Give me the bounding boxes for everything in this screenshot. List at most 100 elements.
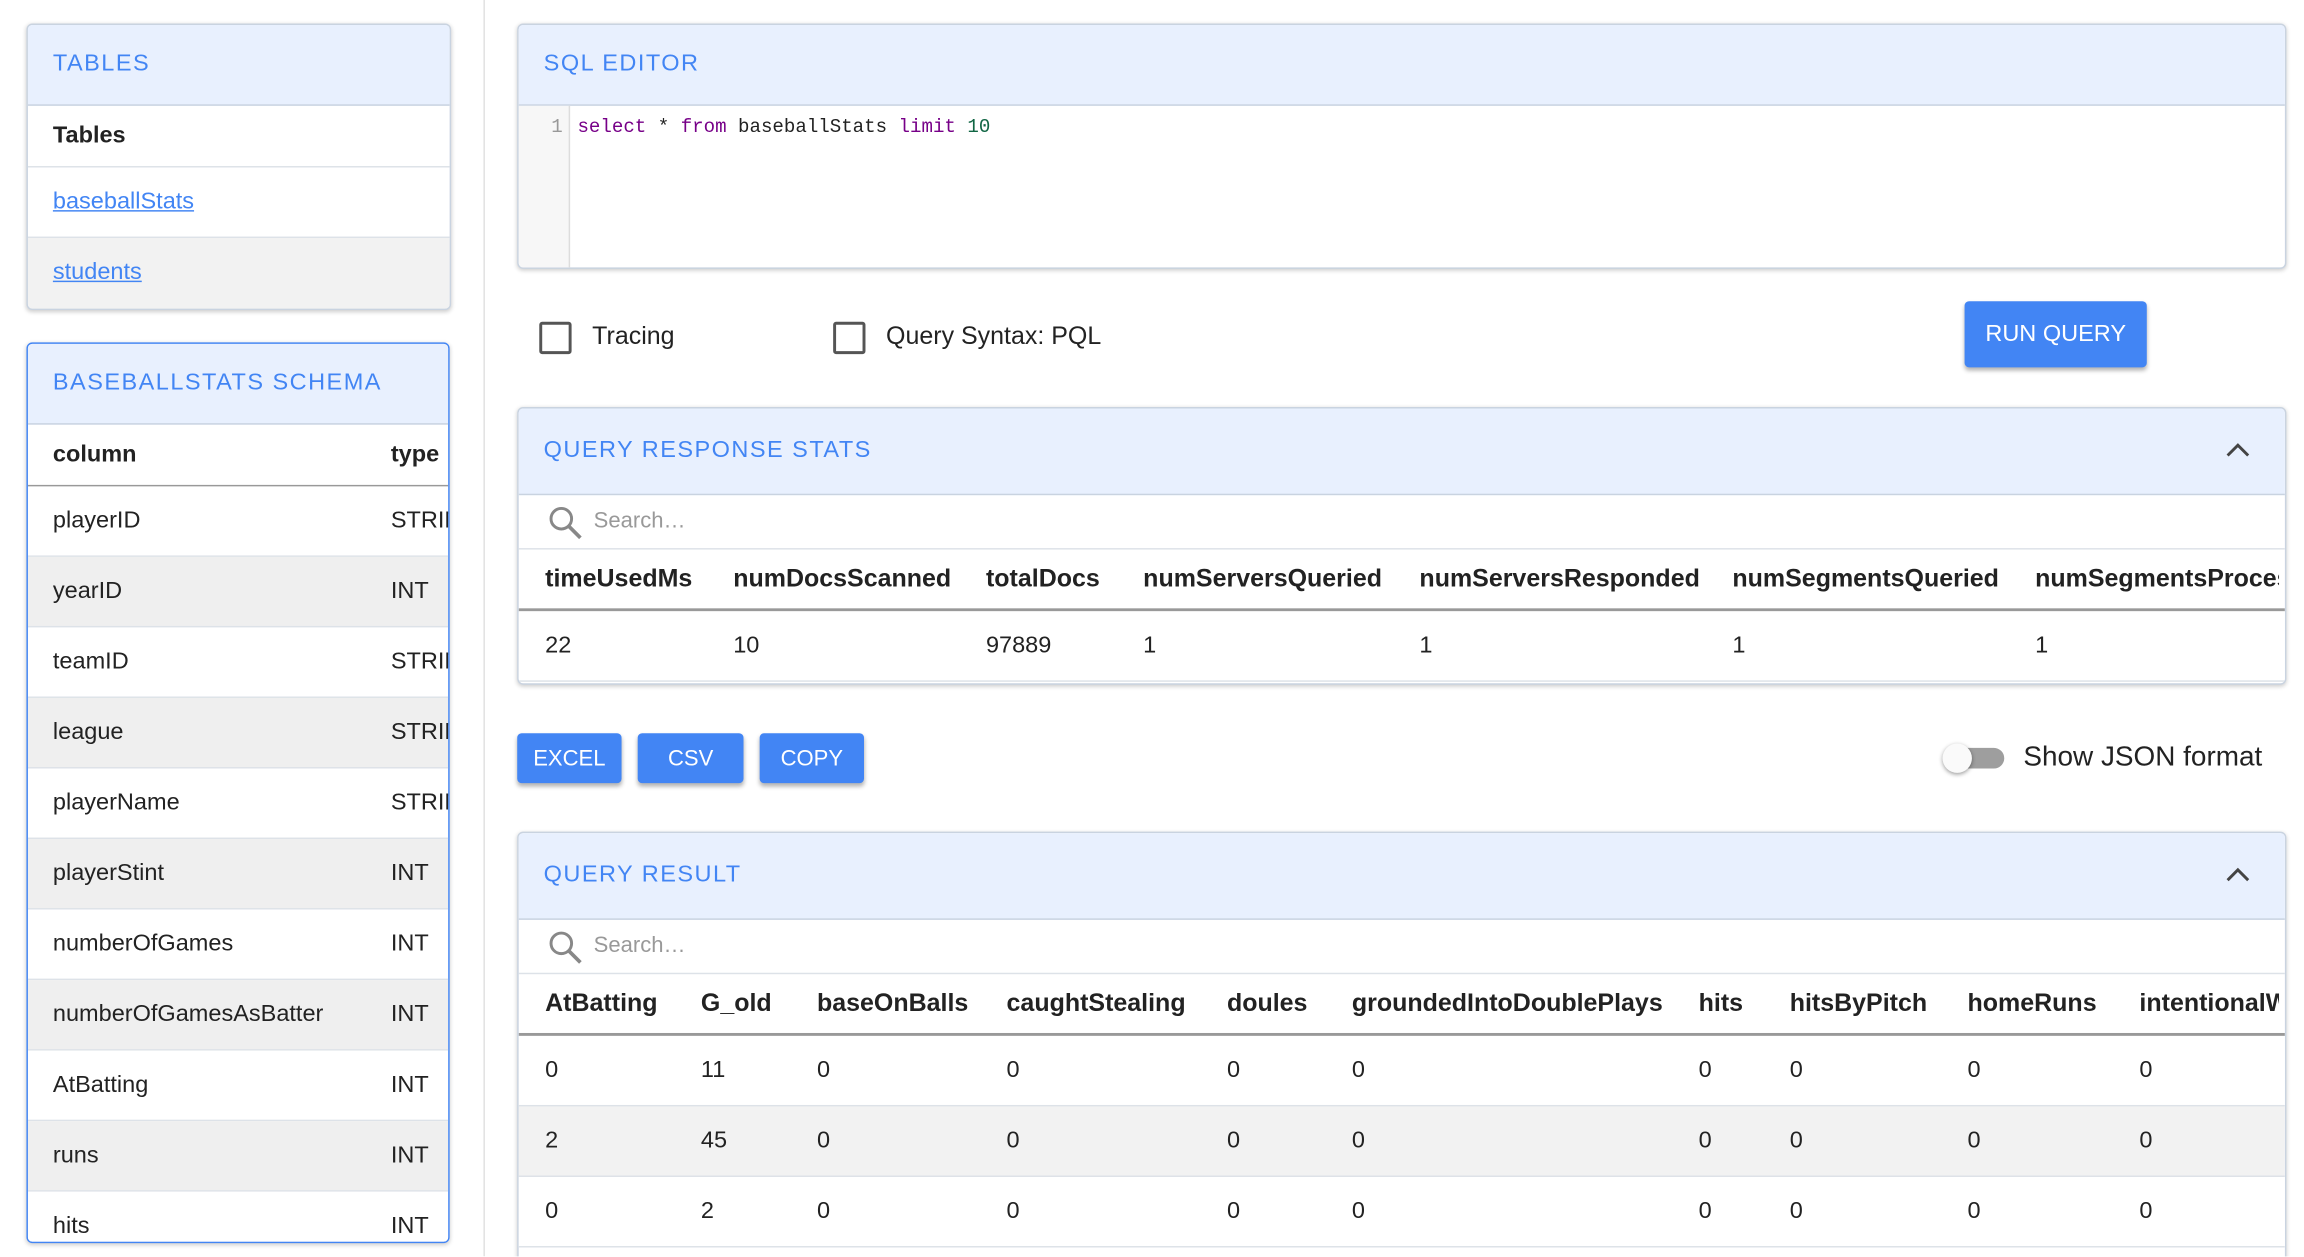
column-header: homeRuns [1967, 988, 2097, 1017]
schema-cell: league [52, 719, 124, 745]
search-placeholder: Search… [593, 933, 686, 959]
schema-cell: numberOfGames [52, 930, 234, 956]
schema-row: AtBatting INT [27, 1050, 449, 1122]
table-row: baseballStats [27, 168, 450, 239]
data-cell: 22 [545, 632, 572, 658]
export-button[interactable]: COPY [759, 733, 865, 784]
divider [483, 0, 485, 1257]
data-cell: 0 [1006, 1127, 1020, 1153]
data-cell: 0 [1698, 1198, 1712, 1224]
keyword: limit [898, 116, 956, 139]
schema-row: yearID INT [27, 556, 449, 628]
column-header: totalDocs [985, 564, 1100, 593]
card-title: QUERY RESPONSE STATS [518, 408, 2285, 496]
column-header: numServersResponded [1419, 564, 1700, 593]
column-header: groundedIntoDoublePlays [1351, 988, 1663, 1017]
schema-cell: STRING [390, 648, 448, 674]
result-card: QUERY RESULT Search… AtBatting G_old baseOn… [517, 831, 2287, 1257]
column-header: caughtStealing [1006, 988, 1186, 1017]
schema-row: runs INT [27, 1121, 449, 1192]
data-cell: 0 [2139, 1127, 2153, 1153]
column-header: numServersQueried [1143, 564, 1382, 593]
data-cell: 0 [1789, 1198, 1803, 1224]
search-placeholder: Search… [593, 508, 686, 534]
schema-cell: INT [390, 930, 429, 956]
column-header: type [390, 441, 440, 467]
schema-cell: numberOfGamesAsBatter [52, 1001, 324, 1027]
data-cell: 2 [700, 1198, 714, 1224]
schema-card: BASEBALLSTATS SCHEMA column type playerID S… [26, 342, 450, 1244]
checkbox-label: Query Syntax: PQL [886, 321, 1102, 350]
header-row: AtBatting G_old baseOnBalls caughtStealing d… [518, 974, 2285, 1036]
run-query-button[interactable]: RUN QUERY [1964, 301, 2147, 368]
checkbox-label: Tracing [592, 321, 675, 350]
search-icon [549, 506, 582, 540]
data-row: 22 10 97889 1 1 1 1 [518, 611, 2285, 682]
data-cell: 97889 [985, 632, 1052, 658]
data-cell: 1 [1419, 632, 1433, 658]
schema-cell: hits [52, 1212, 90, 1238]
column-header: AtBatting [545, 988, 658, 1017]
schema-cell: playerStint [52, 860, 164, 886]
table-link[interactable]: students [52, 260, 142, 286]
column-header: numSegmentsQueried [1732, 564, 1999, 593]
data-cell: 0 [816, 1057, 831, 1083]
schema-row: teamID STRING [27, 627, 448, 698]
schema-row: numberOfGamesAsBatter INT [27, 980, 449, 1051]
column-header: doules [1226, 988, 1308, 1017]
schema-row: playerName STRING [27, 768, 448, 840]
card-title: TABLES [27, 24, 450, 106]
card-title: BASEBALLSTATS SCHEMA [27, 343, 449, 425]
schema-cell: yearID [52, 578, 123, 604]
data-cell: 0 [1006, 1057, 1020, 1083]
export-button[interactable]: EXCEL [517, 733, 622, 784]
data-cell: 0 [1351, 1057, 1365, 1083]
column-header: numDocsScanned [733, 564, 952, 593]
schema-cell: STRING [390, 719, 448, 745]
tables-card: TABLES Tables baseballStats students [26, 23, 452, 311]
collapse-icon[interactable] [2223, 441, 2252, 462]
data-row: 2 45 0 0 0 0 0 0 0 0 [518, 1106, 2285, 1177]
schema-cell: INT [390, 1142, 429, 1168]
number: 10 [967, 116, 991, 139]
search-box[interactable]: Search… [518, 495, 2285, 550]
line-number: 1 [551, 116, 563, 139]
column-header: intentionalWalks [2139, 988, 2279, 1017]
schema-row: hits INT [27, 1191, 449, 1242]
data-cell: 0 [1967, 1198, 1981, 1224]
data-cell: 0 [1967, 1127, 1981, 1153]
data-row: 0 11 0 0 0 0 0 0 0 0 [518, 1035, 2285, 1107]
search-icon [549, 931, 582, 964]
data-cell: 0 [1351, 1198, 1365, 1224]
search-box[interactable]: Search… [518, 920, 2285, 975]
data-cell: 1 [2035, 632, 2049, 658]
schema-cell: STRING [390, 507, 448, 533]
schema-row: playerID STRING [27, 486, 448, 557]
tracing-checkbox[interactable] [539, 321, 572, 355]
schema-cell: teamID [52, 648, 129, 674]
data-cell: 0 [816, 1198, 831, 1224]
table-link[interactable]: baseballStats [52, 188, 195, 214]
data-cell: 45 [700, 1127, 728, 1153]
column-header: G_old [700, 988, 772, 1017]
schema-cell: INT [390, 1071, 429, 1097]
keyword: select [577, 116, 647, 139]
collapse-icon[interactable] [2223, 865, 2252, 886]
stats-card: QUERY RESPONSE STATS Search… timeUsedMs nu… [517, 407, 2287, 685]
schema-row: playerStint INT [27, 839, 449, 910]
syntax-checkbox[interactable] [833, 321, 866, 355]
data-cell: 0 [1789, 1127, 1803, 1153]
sql-editor-card: SQL EDITOR 1 select * from baseballStats… [517, 23, 2287, 269]
export-button[interactable]: CSV [637, 733, 744, 784]
data-cell: 1 [1143, 632, 1157, 658]
data-cell: 0 [1226, 1057, 1241, 1083]
schema-cell: playerID [52, 507, 141, 533]
schema-cell: AtBatting [52, 1071, 149, 1097]
gutter [518, 105, 571, 268]
toggle-label: Show JSON format [2023, 742, 2263, 773]
keyword: from [680, 116, 727, 139]
data-cell: 11 [700, 1057, 726, 1083]
schema-cell: INT [390, 578, 429, 604]
sql-code[interactable]: select * from baseballStats limit 10 [577, 116, 990, 138]
schema-cell: runs [52, 1142, 99, 1168]
